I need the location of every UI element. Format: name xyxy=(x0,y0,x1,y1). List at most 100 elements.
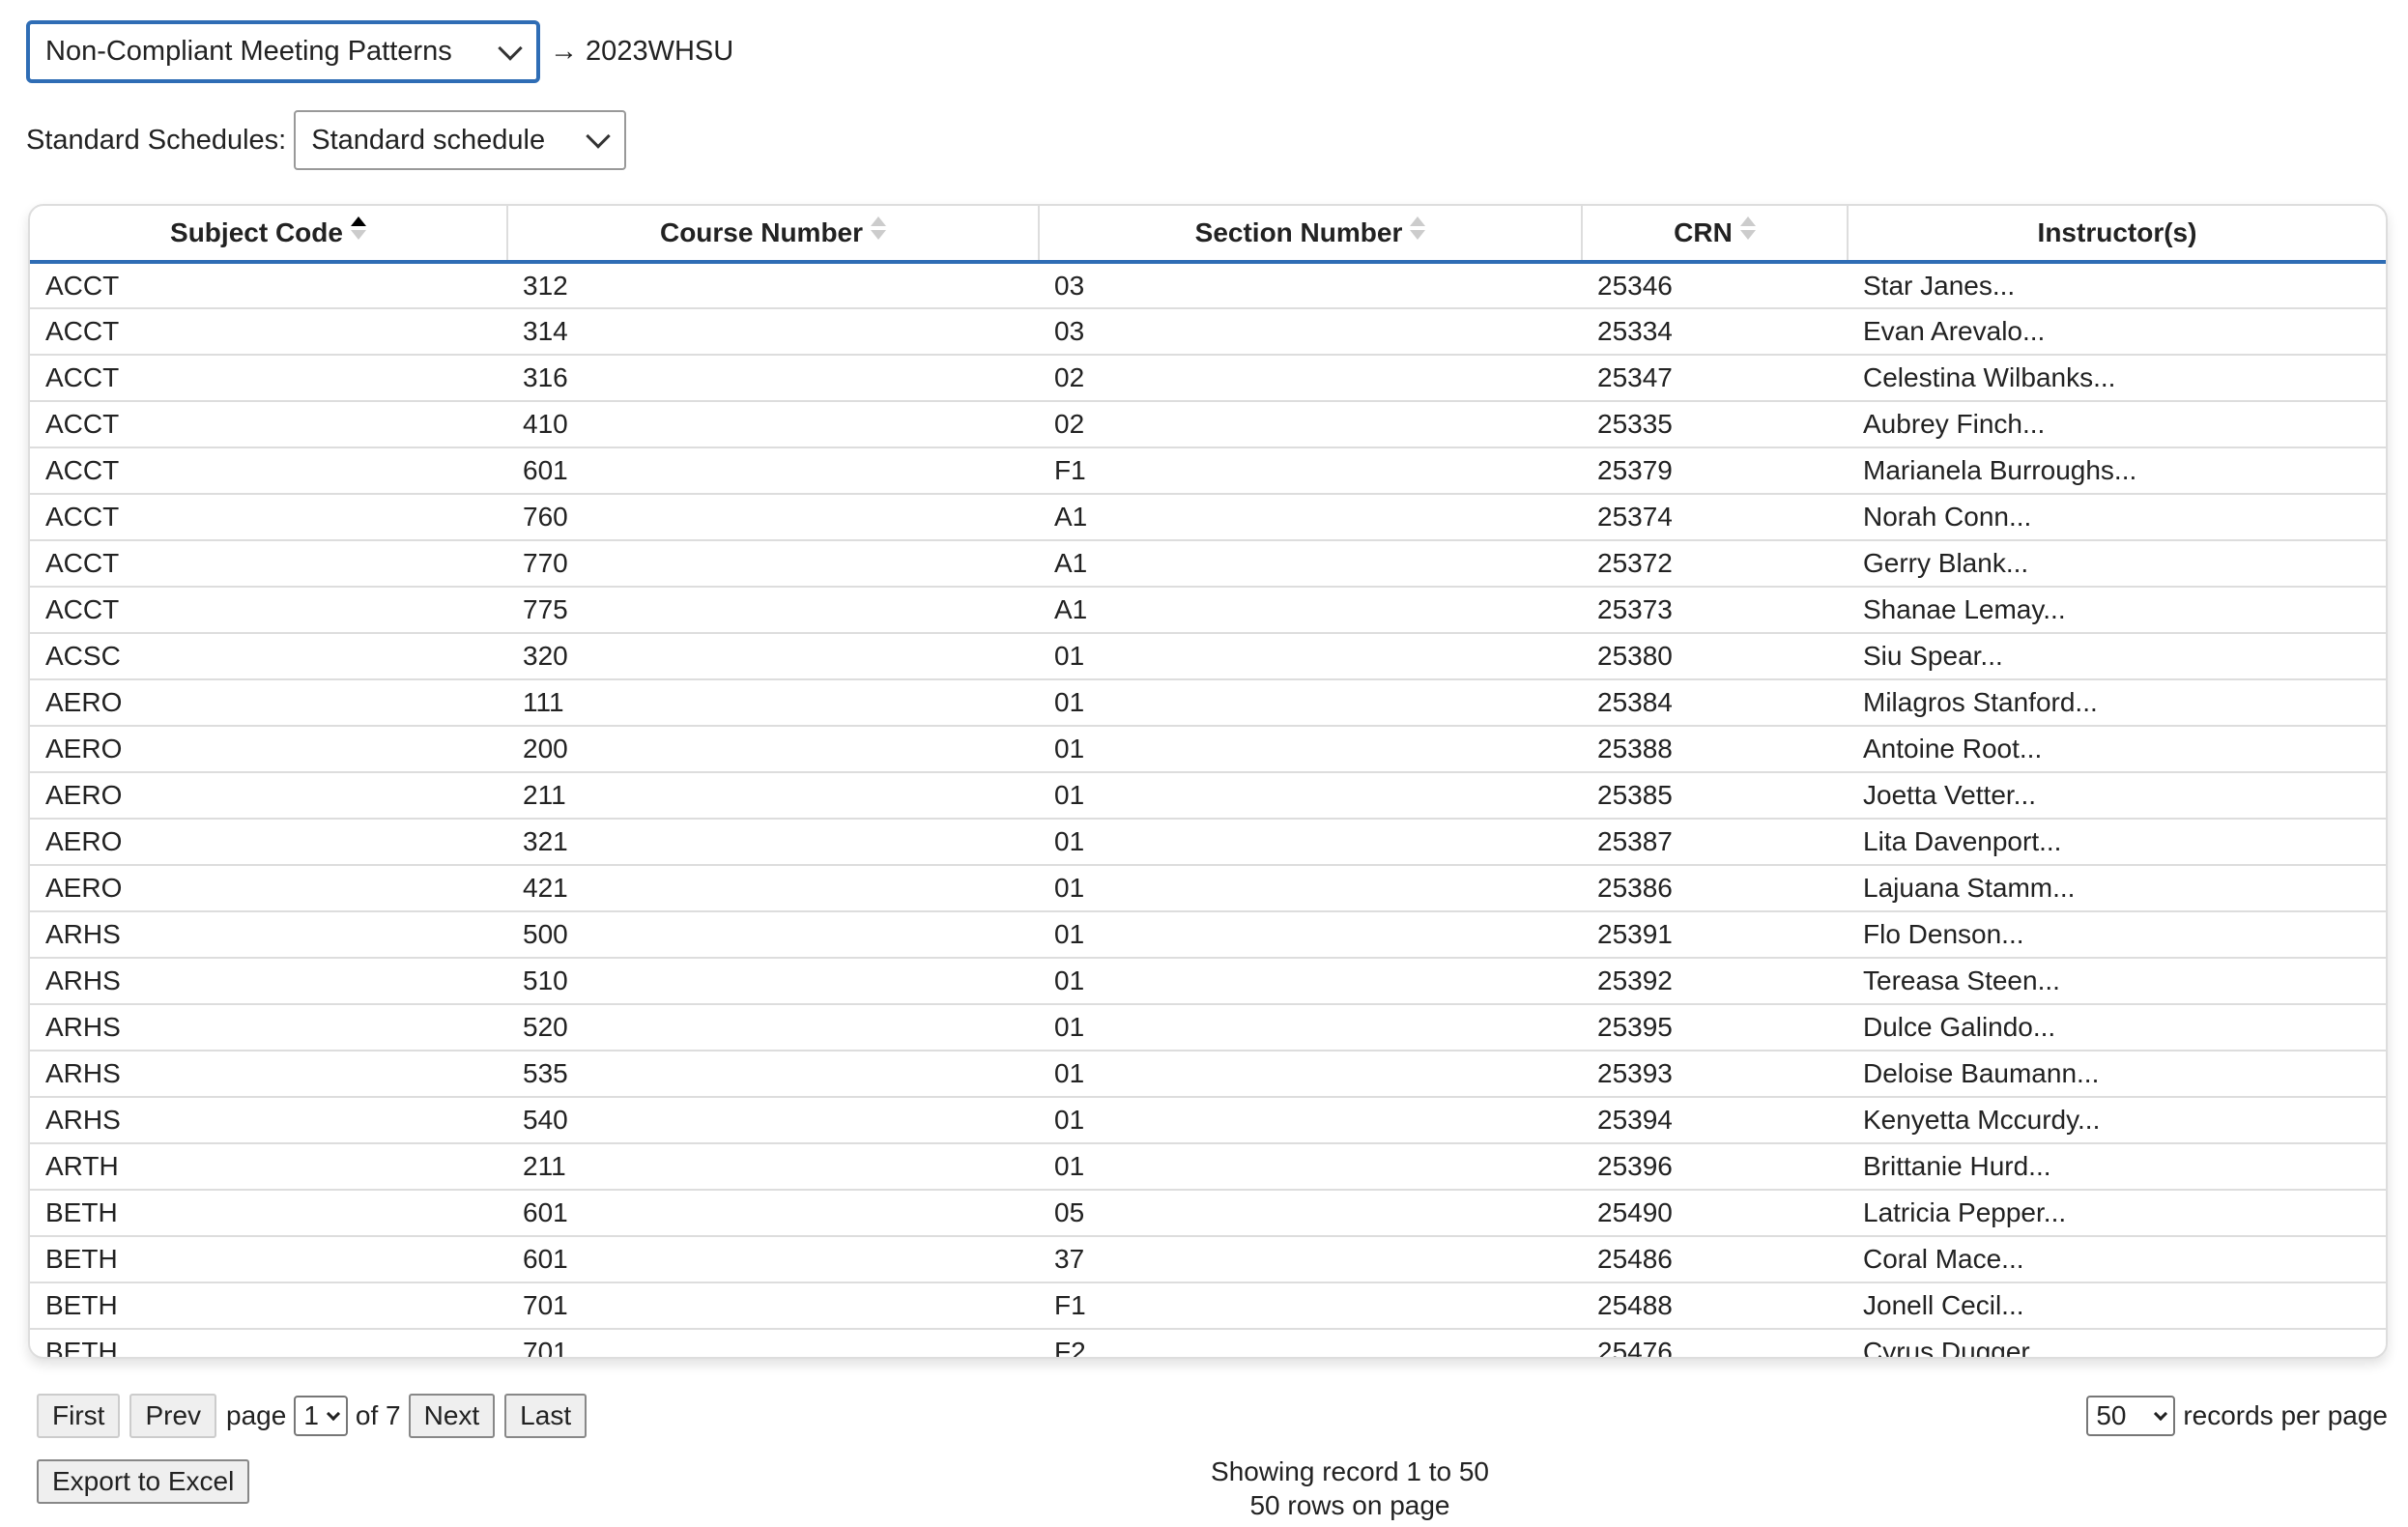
table-row[interactable]: ACCT 312 03 25346 Star Janes... xyxy=(30,262,2386,309)
subject-code-cell: ARTH xyxy=(30,1143,507,1191)
table-row[interactable]: BETH 601 37 25486 Coral Mace... xyxy=(30,1236,2386,1283)
instructor-cell: Lajuana Stamm... xyxy=(1848,865,2386,912)
column-header-label: Section Number xyxy=(1194,217,1403,247)
column-header-course-number[interactable]: Course Number xyxy=(507,206,1040,264)
course-number-cell: 211 xyxy=(507,1143,1039,1191)
section-number-cell: 02 xyxy=(1039,401,1582,448)
table-row[interactable]: AERO 211 01 25385 Joetta Vetter... xyxy=(30,772,2386,820)
table-row[interactable]: BETH 701 F1 25488 Jonell Cecil... xyxy=(30,1282,2386,1330)
course-number-cell: 775 xyxy=(507,587,1039,634)
course-number-cell: 320 xyxy=(507,633,1039,680)
results-table-container[interactable]: Subject Code Course Number Section Number C… xyxy=(28,204,2388,1359)
column-header-label: Subject Code xyxy=(170,217,343,247)
table-row[interactable]: BETH 601 05 25490 Latricia Pepper... xyxy=(30,1190,2386,1237)
section-number-cell: 01 xyxy=(1039,1051,1582,1098)
crn-cell: 25335 xyxy=(1582,401,1848,448)
crn-cell: 25391 xyxy=(1582,911,1848,959)
instructor-cell: Norah Conn... xyxy=(1848,494,2386,541)
column-header-instructor-s: Instructor(s) xyxy=(1848,206,2386,264)
per-page-select[interactable]: 50 xyxy=(2086,1396,2176,1436)
table-row[interactable]: ACCT 601 F1 25379 Marianela Burroughs... xyxy=(30,447,2386,495)
last-page-button[interactable]: Last xyxy=(504,1394,588,1438)
table-row[interactable]: ARHS 535 01 25393 Deloise Baumann... xyxy=(30,1051,2386,1098)
subject-code-cell: ARHS xyxy=(30,1097,507,1144)
table-row[interactable]: ACCT 410 02 25335 Aubrey Finch... xyxy=(30,401,2386,448)
section-number-cell: F1 xyxy=(1039,1282,1582,1330)
course-number-cell: 540 xyxy=(507,1097,1039,1144)
subject-code-cell: ARHS xyxy=(30,1051,507,1098)
next-page-button[interactable]: Next xyxy=(408,1394,496,1438)
column-header-section-number[interactable]: Section Number xyxy=(1039,206,1583,264)
instructor-cell: Coral Mace... xyxy=(1848,1236,2386,1283)
crn-cell: 25384 xyxy=(1582,679,1848,727)
instructor-cell: Gerry Blank... xyxy=(1848,540,2386,588)
table-row[interactable]: ARTH 211 01 25396 Brittanie Hurd... xyxy=(30,1143,2386,1191)
table-row[interactable]: ACCT 316 02 25347 Celestina Wilbanks... xyxy=(30,355,2386,402)
sort-icon[interactable] xyxy=(871,216,887,242)
instructor-cell: Shanae Lemay... xyxy=(1848,587,2386,634)
course-number-cell: 421 xyxy=(507,865,1039,912)
table-row[interactable]: ACCT 770 A1 25372 Gerry Blank... xyxy=(30,540,2386,588)
chevron-down-icon xyxy=(586,124,611,149)
course-number-cell: 701 xyxy=(507,1282,1039,1330)
sort-icon[interactable] xyxy=(1739,216,1756,242)
table-row[interactable]: BETH 701 F2 25476 Cyrus Dugger... xyxy=(30,1329,2386,1357)
section-number-cell: 01 xyxy=(1039,1097,1582,1144)
crn-cell: 25373 xyxy=(1582,587,1848,634)
section-number-cell: 01 xyxy=(1039,958,1582,1005)
table-row[interactable]: ACSC 320 01 25380 Siu Spear... xyxy=(30,633,2386,680)
subject-code-cell: ACCT xyxy=(30,355,507,402)
schedule-select[interactable]: Standard schedule xyxy=(294,110,627,170)
instructor-cell: Milagros Stanford... xyxy=(1848,679,2386,727)
page-select[interactable]: 1 xyxy=(294,1396,348,1436)
section-number-cell: 01 xyxy=(1039,633,1582,680)
section-number-cell: A1 xyxy=(1039,494,1582,541)
instructor-cell: Celestina Wilbanks... xyxy=(1848,355,2386,402)
subject-code-cell: AERO xyxy=(30,726,507,773)
course-number-cell: 312 xyxy=(507,262,1039,309)
table-row[interactable]: ARHS 520 01 25395 Dulce Galindo... xyxy=(30,1004,2386,1052)
first-page-button[interactable]: First xyxy=(37,1394,121,1438)
table-row[interactable]: AERO 421 01 25386 Lajuana Stamm... xyxy=(30,865,2386,912)
table-row[interactable]: ACCT 314 03 25334 Evan Arevalo... xyxy=(30,308,2386,356)
per-page-label: records per page xyxy=(2183,1400,2388,1430)
chevron-down-icon xyxy=(498,35,523,61)
instructor-cell: Aubrey Finch... xyxy=(1848,401,2386,448)
instructor-cell: Latricia Pepper... xyxy=(1848,1190,2386,1237)
table-row[interactable]: ACCT 760 A1 25374 Norah Conn... xyxy=(30,494,2386,541)
table-row[interactable]: ARHS 500 01 25391 Flo Denson... xyxy=(30,911,2386,959)
crn-cell: 25396 xyxy=(1582,1143,1848,1191)
export-excel-button[interactable]: Export to Excel xyxy=(37,1459,250,1504)
column-header-subject-code[interactable]: Subject Code xyxy=(30,206,508,264)
column-header-label: CRN xyxy=(1674,217,1733,247)
prev-page-button[interactable]: Prev xyxy=(129,1394,217,1438)
per-page-value: 50 xyxy=(2096,1400,2127,1430)
instructor-cell: Dulce Galindo... xyxy=(1848,1004,2386,1052)
course-number-cell: 500 xyxy=(507,911,1039,959)
table-row[interactable]: ARHS 540 01 25394 Kenyetta Mccurdy... xyxy=(30,1097,2386,1144)
report-select[interactable]: Non-Compliant Meeting Patterns xyxy=(26,20,540,83)
page-count-label: of 7 xyxy=(355,1400,401,1430)
section-number-cell: F1 xyxy=(1039,447,1582,495)
table-row[interactable]: AERO 200 01 25388 Antoine Root... xyxy=(30,726,2386,773)
subject-code-cell: AERO xyxy=(30,819,507,866)
crn-cell: 25476 xyxy=(1582,1329,1848,1357)
sort-ascending-icon[interactable] xyxy=(350,216,366,242)
table-row[interactable]: ACCT 775 A1 25373 Shanae Lemay... xyxy=(30,587,2386,634)
sort-icon[interactable] xyxy=(1410,216,1426,242)
column-header-crn[interactable]: CRN xyxy=(1582,206,1849,264)
instructor-cell: Evan Arevalo... xyxy=(1848,308,2386,356)
chevron-down-icon xyxy=(2154,1406,2168,1421)
table-row[interactable]: ARHS 510 01 25392 Tereasa Steen... xyxy=(30,958,2386,1005)
table-row[interactable]: AERO 111 01 25384 Milagros Stanford... xyxy=(30,679,2386,727)
course-number-cell: 601 xyxy=(507,1190,1039,1237)
crn-cell: 25392 xyxy=(1582,958,1848,1005)
instructor-cell: Marianela Burroughs... xyxy=(1848,447,2386,495)
subject-code-cell: ACCT xyxy=(30,587,507,634)
crn-cell: 25387 xyxy=(1582,819,1848,866)
table-row[interactable]: AERO 321 01 25387 Lita Davenport... xyxy=(30,819,2386,866)
section-number-cell: F2 xyxy=(1039,1329,1582,1357)
instructor-cell: Deloise Baumann... xyxy=(1848,1051,2386,1098)
subject-code-cell: ARHS xyxy=(30,958,507,1005)
instructor-cell: Cyrus Dugger... xyxy=(1848,1329,2386,1357)
